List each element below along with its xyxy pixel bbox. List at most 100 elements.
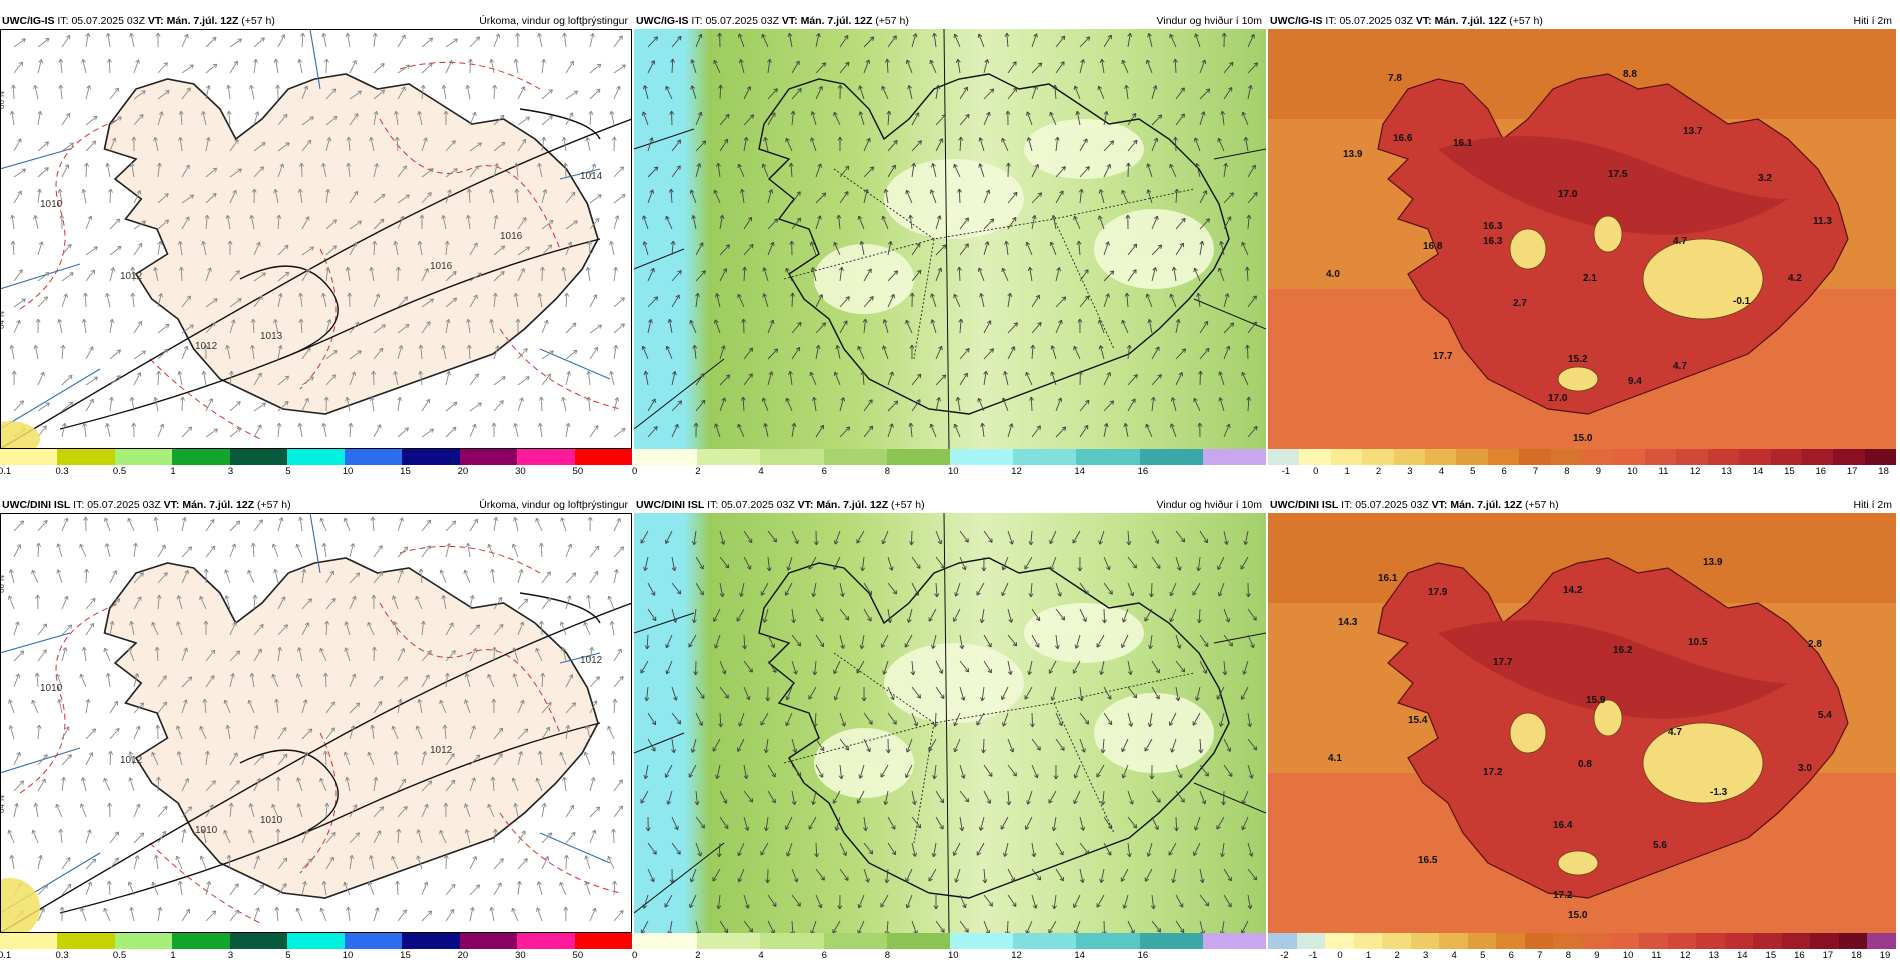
colorbar-tick-label: 6 — [822, 466, 827, 477]
it-value: 05.07.2025 03Z — [1355, 499, 1429, 511]
colorbar-tick-label: 6 — [1509, 950, 1514, 961]
pressure-label: 1013 — [260, 331, 283, 342]
temp-label: 4.2 — [1788, 273, 1802, 284]
colorbar-swatch — [1802, 449, 1833, 465]
vt-label: VT: — [1416, 15, 1432, 27]
colorbar-tick-label: 15 — [1766, 950, 1777, 961]
temp-label: 9.4 — [1628, 376, 1642, 387]
colorbar-tick-label: 9 — [1594, 950, 1599, 961]
temp-label: 17.9 — [1428, 587, 1448, 598]
colorbar-tick-label: 0 — [1313, 466, 1318, 477]
model-name: UWC/DINI ISL — [2, 499, 70, 511]
temp-label: 10.5 — [1688, 637, 1708, 648]
panel-wind-dini-isl: UWC/DINI ISL IT: 05.07.2025 03Z VT: Mán.… — [634, 498, 1266, 968]
colorbar-tick-label: 14 — [1737, 950, 1748, 961]
model-name: UWC/DINI ISL — [636, 499, 704, 511]
temp-label: 14.2 — [1563, 585, 1583, 596]
colorbar-swatch — [1582, 933, 1611, 949]
colorbar-swatch — [57, 933, 114, 949]
temp-label: 15.9 — [1586, 695, 1606, 706]
colorbar-swatch — [760, 933, 823, 949]
temp-label: 2.7 — [1513, 298, 1527, 309]
colorbar-swatch — [1439, 933, 1468, 949]
colorbar-tick-label: 0 — [1337, 950, 1342, 961]
wind-map — [634, 513, 1266, 933]
colorbar-tick-label: 11 — [1651, 950, 1661, 961]
map-area — [634, 513, 1266, 933]
model-name: UWC/IG-IS — [2, 15, 55, 27]
colorbar-swatch — [1553, 933, 1582, 949]
colorbar-swatch — [1810, 933, 1839, 949]
colorbar-swatch — [1839, 933, 1868, 949]
colorbar-tick-label: 2 — [695, 466, 700, 477]
pressure-label: 1014 — [580, 171, 603, 182]
colorbar — [634, 933, 1266, 949]
colorbar-tick-label: 1 — [1345, 466, 1350, 477]
temp-label: 5.6 — [1653, 840, 1667, 851]
colorbar-swatch — [1725, 933, 1754, 949]
colorbar-tick-label: 18 — [1878, 466, 1889, 477]
colorbar-tick-label: 3 — [228, 466, 233, 477]
colorbar-swatch — [1488, 449, 1519, 465]
pressure-label: 1012 — [195, 341, 218, 352]
colorbar-swatch — [0, 933, 57, 949]
colorbar-swatch — [230, 449, 287, 465]
colorbar — [1268, 933, 1896, 949]
colorbar-swatch — [1696, 933, 1725, 949]
temp-label: 8.8 — [1623, 69, 1637, 80]
colorbar-tick-label: 0.1 — [0, 950, 11, 961]
temp-label: 13.9 — [1343, 149, 1363, 160]
colorbar-tick-label: 9 — [1596, 466, 1601, 477]
colorbar-swatch — [1613, 449, 1644, 465]
colorbar-tick-label: 1 — [170, 950, 175, 961]
colorbar-tick-label: 2 — [1376, 466, 1381, 477]
vt-value: Mán. 7.júl. 12Z — [182, 499, 254, 511]
colorbar-tick-label: 15 — [400, 950, 411, 961]
colorbar-tick-label: 15 — [1784, 466, 1795, 477]
colorbar-tick-label: 30 — [515, 466, 526, 477]
temp-label: 16.1 — [1453, 138, 1473, 149]
colorbar-tick-label: 16 — [1138, 466, 1149, 477]
temp-label: 16.1 — [1378, 573, 1398, 584]
panel-precip-ig-is: UWC/IG-IS IT: 05.07.2025 03Z VT: Mán. 7.… — [0, 14, 632, 484]
colorbar-swatch — [1551, 449, 1582, 465]
colorbar-swatch — [760, 449, 823, 465]
vt-label: VT: — [164, 499, 180, 511]
colorbar-tick-label: 13 — [1721, 466, 1732, 477]
temp-label: 4.0 — [1326, 269, 1340, 280]
pressure-label: 1012 — [120, 271, 143, 282]
colorbar-swatch — [1140, 449, 1203, 465]
colorbar-swatch — [1325, 933, 1354, 949]
colorbar-swatch — [402, 449, 459, 465]
colorbar-swatch — [115, 449, 172, 465]
pressure-label: 1010 — [40, 199, 63, 210]
temp-label: 16.6 — [1393, 133, 1413, 144]
it-value: 05.07.2025 03Z — [721, 499, 795, 511]
colorbar-swatch — [172, 933, 229, 949]
temp-label: 5.4 — [1818, 710, 1832, 721]
colorbar-tick-label: 20 — [458, 466, 469, 477]
colorbar-tick-label: 1 — [1366, 950, 1371, 961]
panel-header: UWC/DINI ISL IT: 05.07.2025 03Z VT: Mán.… — [1268, 498, 1896, 512]
colorbar-swatch — [1456, 449, 1487, 465]
colorbar-tick-label: 0.3 — [55, 466, 68, 477]
panel-header: UWC/DINI ISL IT: 05.07.2025 03Z VT: Mán.… — [634, 498, 1266, 512]
temp-label: 4.7 — [1668, 727, 1682, 738]
colorbar-swatch — [460, 449, 517, 465]
colorbar-tick-label: 10 — [948, 950, 959, 961]
panel-header: UWC/IG-IS IT: 05.07.2025 03Z VT: Mán. 7.… — [1268, 14, 1896, 28]
temp-label: 16.8 — [1423, 241, 1443, 252]
colorbar-tick-label: 15 — [400, 466, 411, 477]
colorbar-swatch — [634, 933, 697, 949]
colorbar-tick-label: 4 — [758, 950, 763, 961]
colorbar-tick-label: 8 — [1566, 950, 1571, 961]
colorbar-swatch — [1076, 449, 1139, 465]
colorbar-swatch — [287, 933, 344, 949]
panel-title: Vindur og hviður í 10m — [1157, 498, 1262, 512]
run-info: UWC/IG-IS IT: 05.07.2025 03Z VT: Mán. 7.… — [1270, 14, 1543, 28]
panel-title: Hiti í 2m — [1853, 14, 1892, 28]
